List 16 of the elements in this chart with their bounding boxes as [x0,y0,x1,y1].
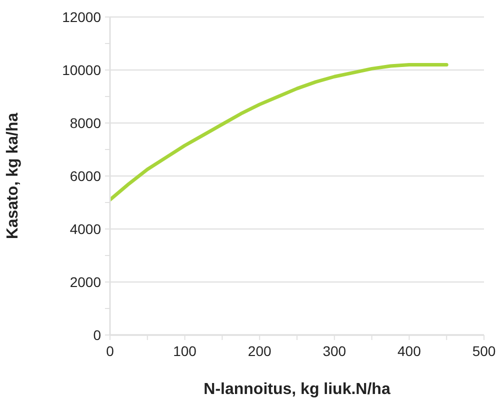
x-tick-label: 0 [106,343,114,359]
x-tick-label: 100 [173,343,197,359]
y-axis-title: Kasato, kg ka/ha [4,112,22,240]
y-tick-label: 4000 [70,221,102,237]
y-tick-label: 8000 [70,115,102,131]
y-tick-label: 6000 [70,168,102,184]
y-tick-label: 2000 [70,274,102,290]
line-series [110,62,448,202]
y-tick-label: 10000 [62,62,102,78]
x-tick-label: 200 [248,343,272,359]
x-tick-label: 500 [472,343,496,359]
y-tick-label: 12000 [62,9,102,25]
x-tick-label: 300 [322,343,346,359]
y-tick-label: 0 [93,327,102,343]
x-tick-label: 400 [398,343,422,359]
x-axis-title: N-lannoitus, kg liuk.N/ha [204,381,390,398]
